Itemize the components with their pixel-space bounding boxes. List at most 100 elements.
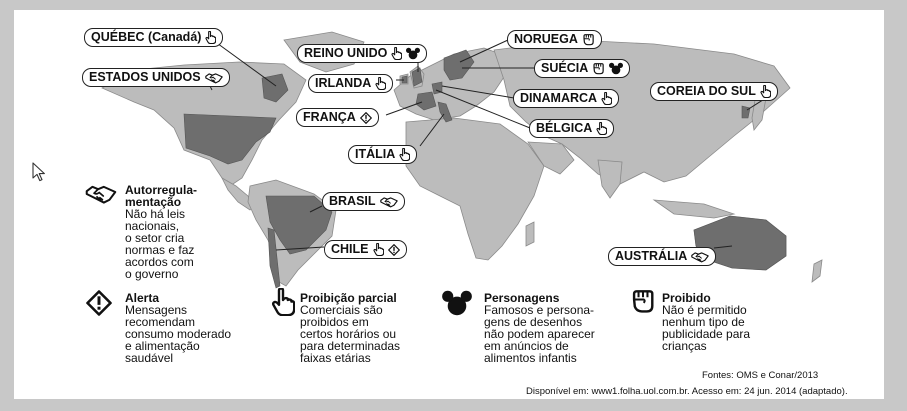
legend-autorregulamentacao-line: o governo (125, 267, 179, 281)
label-reino-unido: REINO UNIDO (297, 44, 428, 63)
label-chile-text: CHILE (331, 242, 369, 256)
label-suecia: SUÉCIA (534, 59, 631, 78)
legend-raised-fist-icon (630, 288, 656, 319)
source-disponivel: Disponível em: www1.folha.uol.com.br. Ac… (526, 386, 848, 397)
label-australia-text: AUSTRÁLIA (615, 249, 688, 263)
pointing-hand-icon (373, 243, 384, 256)
brasil-shape (265, 195, 333, 255)
italia-shape (437, 101, 453, 123)
pointing-hand-icon (596, 122, 607, 135)
indonesia-land (652, 199, 736, 219)
legend-alerta-title: Alerta (125, 291, 160, 305)
label-italia: ITÁLIA (348, 145, 418, 164)
chile-shape (267, 227, 281, 289)
leader-brasil (309, 205, 323, 213)
label-australia: AUSTRÁLIA (608, 247, 717, 266)
diamond-alert-icon (360, 112, 372, 124)
pointing-hand-icon (601, 92, 612, 105)
label-coreia-do-sul-text: COREIA DO SUL (657, 84, 756, 98)
label-belgica-text: BÉLGICA (536, 121, 593, 135)
legend-alerta-line: recomendam (125, 315, 196, 329)
legend-proibicao-parcial-line: proibidos em (300, 315, 369, 329)
label-irlanda: IRLANDA (308, 74, 394, 93)
pointing-hand-icon (391, 47, 402, 60)
leader-belgica (435, 89, 531, 129)
leader-italia (419, 113, 445, 147)
africa-land (405, 117, 545, 261)
legend-autorregulamentacao-line: acordos com (125, 255, 194, 269)
legend-personagens-title: Personagens (484, 291, 560, 305)
legend-proibido-title: Proibido (662, 291, 711, 305)
label-quebec: QUÉBEC (Canadá) (84, 28, 224, 47)
irlanda-shape (401, 75, 408, 84)
label-coreia-do-sul: COREIA DO SUL (650, 82, 778, 101)
estados-unidos-shape (183, 113, 277, 165)
label-italia-text: ITÁLIA (355, 147, 396, 161)
legend-autorregulamentacao: Autorregula- mentação Não há leis nacion… (125, 184, 235, 280)
mouse-cursor-icon (32, 162, 46, 187)
legend-personagens-line: gens de desenhos (484, 315, 583, 329)
label-quebec-text: QUÉBEC (Canadá) (91, 30, 202, 44)
handshake-icon (380, 196, 398, 208)
pointing-hand-icon (205, 31, 216, 44)
label-noruega: NORUEGA (507, 30, 602, 49)
legend-proibicao-parcial-line: faixas etárias (300, 351, 371, 365)
pointing-hand-icon (375, 77, 386, 90)
raised-fist-icon (582, 33, 595, 46)
legend-personagens-line: não podem aparecer (484, 327, 595, 341)
leader-franca (385, 101, 423, 116)
map-frame: QUÉBEC (Canadá) ESTADOS UNIDOS REINO UNI… (14, 10, 884, 399)
legend-personagens-line: em anúncios de (484, 339, 569, 353)
legend-personagens: Personagens Famosos e persona- gens de d… (484, 292, 614, 364)
legend-autorregulamentacao-title-2: mentação (125, 195, 182, 209)
new-zealand-land (811, 259, 823, 283)
label-noruega-text: NORUEGA (514, 32, 578, 46)
madagascar-land (525, 221, 535, 247)
legend-alerta-line: Mensagens (125, 303, 188, 317)
legend-personagens-line: Famosos e persona- (484, 303, 595, 317)
handshake-icon (691, 251, 709, 263)
label-chile: CHILE (324, 240, 407, 259)
mouse-ears-icon (406, 47, 420, 60)
label-irlanda-text: IRLANDA (315, 76, 372, 90)
legend-proibicao-parcial: Proibição parcial Comerciais são proibid… (300, 292, 430, 364)
legend-proibido: Proibido Não é permitido nenhum tipo de … (662, 292, 782, 352)
legend-autorregulamentacao-line: o setor cria (125, 231, 185, 245)
label-brasil: BRASIL (322, 192, 405, 211)
franca-shape (415, 91, 437, 111)
label-dinamarca-text: DINAMARCA (520, 91, 598, 105)
legend-autorregulamentacao-line: Não há leis (125, 207, 186, 221)
legend-mouse-ears-icon (442, 290, 472, 321)
leader-dinamarca (441, 85, 515, 99)
raised-fist-icon (592, 62, 605, 75)
leader-quebec (209, 37, 277, 87)
pointing-hand-icon (399, 148, 410, 161)
leader-lines (209, 37, 767, 251)
legend-proibido-line: Não é permitido (662, 303, 747, 317)
legend-proibicao-parcial-line: Comerciais são (300, 303, 383, 317)
source-fontes: Fontes: OMS e Conar/2013 (702, 370, 819, 381)
label-belgica: BÉLGICA (529, 119, 615, 138)
label-reino-unido-text: REINO UNIDO (304, 46, 388, 60)
label-franca: FRANÇA (296, 108, 379, 127)
legend-autorregulamentacao-line: normas e faz (125, 243, 195, 257)
legend-personagens-line: alimentos infantis (484, 351, 577, 365)
legend-proibicao-parcial-line: para determinadas (300, 339, 401, 353)
legend-alerta: Alerta Mensagens recomendam consumo mode… (125, 292, 265, 364)
legend-autorregulamentacao-title-1: Autorregula- (125, 183, 197, 197)
noruega-suecia-shape (443, 49, 475, 81)
legend-autorregulamentacao-line: nacionais, (125, 219, 180, 233)
diamond-alert-icon (388, 244, 400, 256)
handshake-icon (205, 72, 223, 84)
leader-chile (275, 246, 325, 251)
label-brasil-text: BRASIL (329, 194, 376, 208)
legend-proibicao-parcial-line: certos horários ou (300, 327, 397, 341)
arabia-land (527, 141, 575, 175)
legend-proibido-line: publicidade para (662, 327, 751, 341)
legend-pointing-hand-icon (271, 288, 295, 321)
leader-noruega (459, 39, 509, 63)
india-land (597, 159, 623, 199)
reino-unido-shape (411, 67, 423, 87)
mouse-ears-icon (609, 62, 623, 75)
legend-handshake-icon (84, 184, 118, 209)
